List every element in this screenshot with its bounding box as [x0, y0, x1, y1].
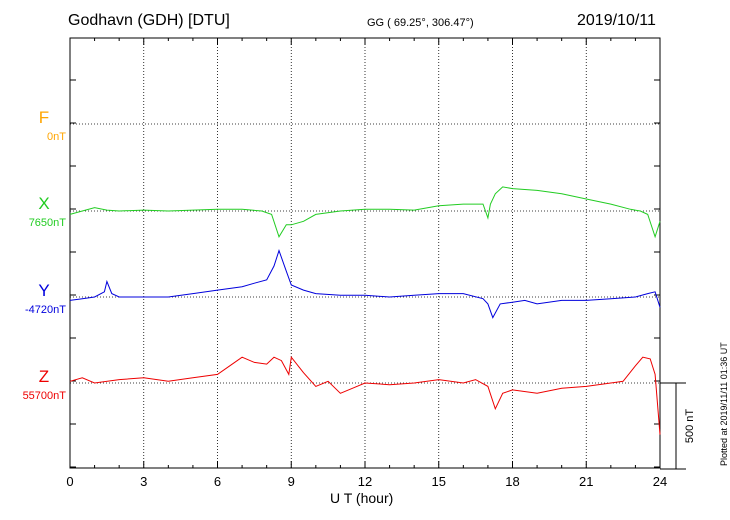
- component-baseline-z: 55700nT: [22, 390, 66, 402]
- x-tick-label: 18: [505, 474, 519, 489]
- series-line-y: [69, 249, 661, 319]
- plot-frame: [69, 37, 661, 469]
- series-line-z: [69, 355, 661, 435]
- x-tick-label: 21: [579, 474, 593, 489]
- x-tick-label: 24: [653, 474, 667, 489]
- x-tick-label: 3: [140, 474, 147, 489]
- component-letter-z: Z: [38, 367, 50, 386]
- component-baseline-f: 0nT: [47, 131, 66, 143]
- x-tick-label: 15: [432, 474, 446, 489]
- x-axis-label: U T (hour): [330, 490, 394, 506]
- x-tick-label: 12: [358, 474, 372, 489]
- geo-coords: GG ( 69.25°, 306.47°): [367, 17, 474, 29]
- series-line-x: [69, 186, 661, 239]
- component-letter-x: X: [38, 194, 50, 213]
- scale-bar-label: 500 nT: [684, 409, 696, 444]
- component-baseline-x: 7650nT: [28, 217, 66, 229]
- x-tick-label: 9: [288, 474, 295, 489]
- component-letter-f: F: [38, 108, 50, 127]
- plot-date: 2019/10/11: [577, 12, 656, 29]
- component-letter-y: Y: [38, 281, 50, 300]
- station-title: Godhavn (GDH) [DTU]: [68, 12, 230, 29]
- x-tick-label: 6: [214, 474, 221, 489]
- x-tick-label: 0: [66, 474, 73, 489]
- component-baseline-y: -4720nT: [25, 304, 66, 316]
